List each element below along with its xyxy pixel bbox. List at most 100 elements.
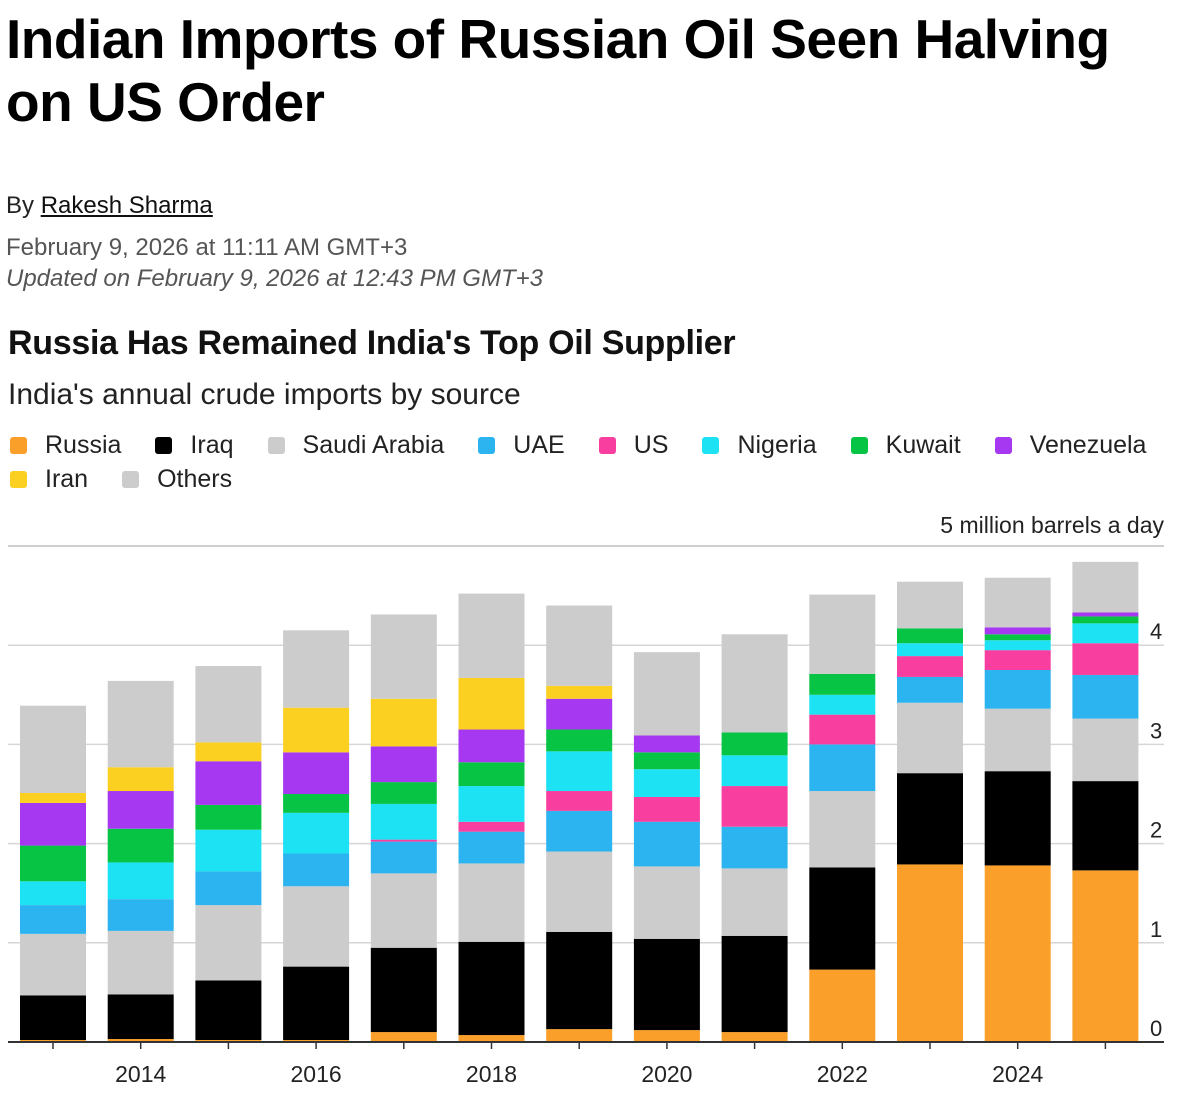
bar-2020-us	[633, 796, 700, 822]
legend-swatch-saudi-arabia	[267, 436, 285, 454]
bar-2022-uae	[809, 744, 876, 792]
legend-item-us: US	[598, 431, 668, 460]
bar-2016-saudi-arabia	[283, 886, 350, 967]
bar-2024-kuwait	[984, 634, 1051, 641]
chart-title: Russia Has Remained India's Top Oil Supp…	[8, 324, 736, 362]
y-tick-label-2: 2	[1150, 818, 1162, 843]
stacked-bar-chart: 0 1 2 3 4 2014 2016 2018 2020 2022 2024	[8, 545, 1164, 1087]
bar-2023-nigeria	[897, 643, 963, 657]
bar-2020-kuwait	[633, 752, 700, 770]
bar-2023-kuwait	[897, 628, 963, 644]
bar-2025-nigeria	[1072, 623, 1139, 644]
bar-2024-venezuela	[984, 627, 1051, 635]
bar-2014-russia	[107, 1039, 174, 1042]
bar-2023-saudi-arabia	[897, 702, 963, 774]
bar-2021-uae	[721, 826, 788, 869]
bar-2022-us	[809, 714, 876, 745]
y-tick-label-1: 1	[1150, 917, 1162, 942]
bar-2022-iraq	[809, 867, 876, 970]
bar-2016-uae	[283, 853, 350, 887]
bar-2021-russia	[721, 1032, 788, 1042]
legend-label-nigeria: Nigeria	[737, 430, 817, 459]
bar-2013-iraq	[20, 995, 86, 1041]
bar-2017-iraq	[370, 947, 437, 1033]
updated-date: Updated on February 9, 2026 at 12:43 PM …	[6, 265, 543, 292]
bar-2021-iraq	[721, 935, 788, 1033]
bar-2019-us	[546, 791, 613, 811]
legend-swatch-venezuela	[994, 436, 1012, 454]
bar-2019-others	[546, 605, 613, 686]
bar-2018-kuwait	[458, 762, 525, 787]
legend-label-iran: Iran	[45, 464, 89, 493]
legend-swatch-iraq	[155, 436, 173, 454]
legend-swatch-us	[598, 436, 616, 454]
bar-2025-russia	[1072, 870, 1139, 1042]
bar-2017-others	[370, 614, 437, 699]
legend-label-venezuela: Venezuela	[1029, 430, 1147, 459]
bar-2014-saudi-arabia	[107, 930, 174, 995]
bar-2021-saudi-arabia	[721, 868, 788, 936]
bar-2018-us	[458, 821, 525, 832]
bar-2017-russia	[370, 1032, 437, 1042]
bar-2019-iraq	[546, 931, 613, 1030]
bar-2023-others	[897, 581, 963, 629]
bar-2025-us	[1072, 643, 1139, 675]
bar-2020-nigeria	[633, 769, 700, 797]
bar-2015-uae	[195, 871, 262, 906]
axes: 0 1 2 3 4 2014 2016 2018 2020 2022 2024	[8, 619, 1164, 1087]
legend-swatch-uae	[478, 436, 496, 454]
bar-2020-uae	[633, 821, 700, 867]
unit-label: 5 million barrels a day	[940, 512, 1164, 538]
bar-2019-kuwait	[546, 729, 613, 752]
chart-subtitle: India's annual crude imports by source	[8, 378, 521, 411]
bar-2014-iraq	[107, 994, 174, 1040]
bar-2015-saudi-arabia	[195, 905, 262, 981]
bar-2013-others	[20, 705, 86, 794]
legend-label-iraq: Iraq	[190, 430, 234, 459]
bar-2013-nigeria	[20, 881, 86, 906]
bar-2014-uae	[107, 899, 174, 931]
bar-2020-others	[633, 652, 700, 736]
bar-2020-saudi-arabia	[633, 866, 700, 939]
x-tick-label-2014: 2014	[115, 1061, 166, 1087]
bar-2023-us	[897, 656, 963, 677]
bar-2021-us	[721, 786, 788, 827]
bar-2016-nigeria	[283, 812, 350, 854]
bar-2024-others	[984, 577, 1051, 628]
legend-swatch-nigeria	[702, 436, 720, 454]
x-tick-label-2024: 2024	[992, 1061, 1043, 1087]
bar-2024-iraq	[984, 771, 1051, 866]
legend-row-2: Iran Others	[10, 462, 1180, 496]
bar-2019-nigeria	[546, 751, 613, 792]
bar-2017-uae	[370, 841, 437, 874]
bar-2022-russia	[809, 969, 876, 1042]
bar-2024-saudi-arabia	[984, 708, 1051, 772]
bar-2025-uae	[1072, 674, 1139, 719]
bar-2019-venezuela	[546, 698, 613, 730]
bar-2016-iraq	[283, 966, 350, 1041]
bar-2017-saudi-arabia	[370, 873, 437, 948]
bar-2019-saudi-arabia	[546, 851, 613, 932]
bar-2013-uae	[20, 905, 86, 934]
chart-legend: Russia Iraq Saudi Arabia UAE US Nigeria …	[10, 428, 1180, 496]
legend-label-kuwait: Kuwait	[885, 430, 961, 459]
y-tick-label-4: 4	[1150, 619, 1162, 644]
bar-2023-iraq	[897, 773, 963, 865]
bar-2018-russia	[458, 1035, 525, 1042]
bar-2014-others	[107, 680, 174, 768]
bar-2015-venezuela	[195, 761, 262, 805]
legend-label-uae: UAE	[513, 430, 565, 459]
bar-2022-nigeria	[809, 694, 876, 715]
bar-2016-venezuela	[283, 752, 350, 794]
legend-row-1: Russia Iraq Saudi Arabia UAE US Nigeria …	[10, 428, 1180, 462]
legend-label-saudi-arabia: Saudi Arabia	[302, 430, 445, 459]
bar-2017-us	[370, 839, 437, 842]
bar-2025-saudi-arabia	[1072, 718, 1139, 782]
author-link[interactable]: Rakesh Sharma	[40, 192, 213, 219]
legend-swatch-russia	[10, 436, 27, 454]
bars	[20, 561, 1139, 1042]
byline: By Rakesh Sharma	[6, 192, 213, 220]
bar-2021-nigeria	[721, 755, 788, 787]
bar-2013-saudi-arabia	[20, 933, 86, 996]
bar-2019-russia	[546, 1029, 613, 1042]
